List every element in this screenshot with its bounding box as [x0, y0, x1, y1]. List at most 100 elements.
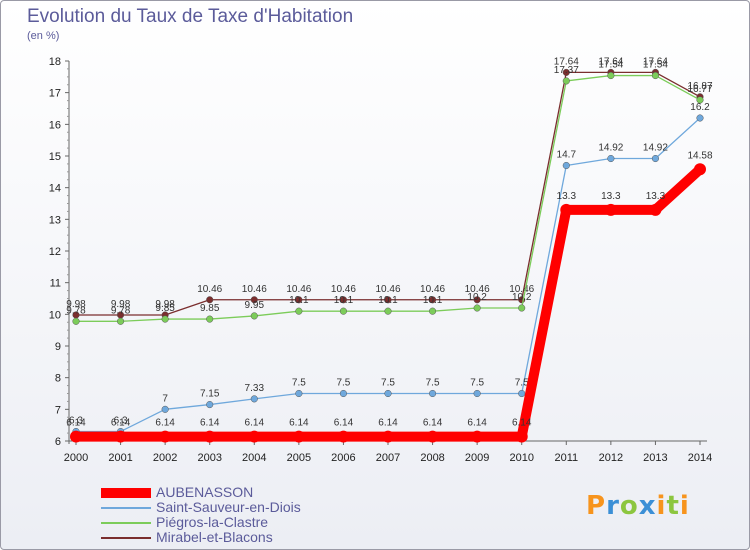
data-label: 9.98 — [66, 299, 86, 310]
x-tick-label: 2008 — [420, 452, 444, 464]
data-label: 9.95 — [245, 300, 265, 311]
data-label: 10.1 — [378, 295, 398, 306]
data-label: 7.5 — [515, 378, 529, 389]
data-label: 7.5 — [470, 378, 484, 389]
data-point — [607, 154, 615, 163]
data-point — [159, 430, 172, 443]
data-label: 10.46 — [331, 284, 356, 295]
data-label: 17.54 — [643, 60, 668, 71]
data-point — [429, 389, 437, 398]
y-tick-label: 13 — [49, 214, 61, 226]
data-point — [250, 296, 258, 304]
data-point — [651, 154, 659, 163]
data-label: 7.5 — [426, 378, 440, 389]
data-point — [250, 395, 258, 403]
data-label: 14.92 — [598, 143, 623, 154]
data-label: 14.92 — [643, 143, 668, 154]
data-label: 14.7 — [557, 150, 577, 161]
data-point — [607, 72, 615, 80]
data-point — [292, 430, 305, 443]
data-label: 6.3 — [114, 416, 128, 427]
data-point — [384, 389, 392, 398]
data-label: 9.98 — [111, 299, 131, 310]
y-tick-label: 15 — [49, 151, 61, 163]
data-label: 6.14 — [66, 418, 86, 429]
data-point — [295, 296, 303, 304]
legend-label: Piégros-la-Clastre — [156, 514, 269, 530]
data-label: 6.14 — [111, 418, 131, 429]
data-label: 17.64 — [643, 56, 668, 67]
data-point — [696, 96, 704, 104]
logo-letter: i — [679, 491, 690, 521]
y-tick-label: 7 — [55, 404, 61, 416]
data-label: 6.14 — [200, 418, 220, 429]
x-tick-label: 2009 — [465, 452, 489, 464]
data-label: 7.5 — [292, 378, 306, 389]
logo-letter: t — [666, 491, 680, 521]
data-label: 10.46 — [286, 284, 311, 295]
x-tick-label: 2004 — [242, 452, 266, 464]
y-tick-label: 10 — [49, 309, 61, 321]
data-label: 10.46 — [420, 284, 445, 295]
data-point — [560, 203, 573, 216]
data-point — [426, 430, 439, 443]
data-label: 10.1 — [289, 295, 309, 306]
data-point — [473, 304, 481, 312]
data-point — [562, 161, 570, 170]
data-label: 17.64 — [598, 56, 623, 67]
x-tick-label: 2005 — [287, 452, 311, 464]
logo-letter: i — [656, 491, 667, 521]
data-label: 13.3 — [601, 191, 621, 202]
data-point — [117, 317, 125, 325]
x-tick-label: 2012 — [599, 452, 623, 464]
legend-swatch — [101, 522, 151, 524]
data-point — [515, 430, 528, 443]
data-point — [161, 315, 169, 323]
data-label: 10.46 — [375, 284, 400, 295]
x-tick-label: 2013 — [643, 452, 667, 464]
data-point — [384, 296, 392, 304]
data-point — [649, 203, 662, 216]
y-tick-label: 16 — [49, 119, 61, 131]
data-label: 17.37 — [554, 65, 579, 76]
data-label: 7.5 — [336, 378, 350, 389]
data-point — [295, 307, 303, 315]
data-point — [562, 68, 570, 76]
y-tick-label: 17 — [49, 88, 61, 100]
data-label: 9.98 — [155, 299, 175, 310]
data-label: 6.14 — [334, 418, 354, 429]
legend-label: Saint-Sauveur-en-Diois — [156, 499, 301, 515]
data-point — [250, 312, 258, 320]
data-point — [694, 163, 706, 176]
data-label: 14.58 — [687, 150, 712, 161]
data-label: 7 — [162, 393, 168, 404]
data-label: 9.78 — [111, 305, 131, 316]
data-point — [339, 296, 347, 304]
data-point — [382, 430, 394, 443]
data-point — [518, 389, 526, 398]
data-point — [696, 114, 704, 122]
data-point — [562, 77, 570, 85]
y-tick-label: 8 — [55, 373, 61, 385]
data-point — [114, 430, 127, 443]
data-point — [337, 430, 350, 443]
data-label: 7.33 — [245, 383, 265, 394]
data-label: 10.46 — [509, 284, 534, 295]
data-label: 10.1 — [334, 295, 354, 306]
data-label: 9.78 — [66, 305, 86, 316]
data-label: 13.3 — [646, 191, 666, 202]
y-tick-label: 12 — [49, 246, 61, 258]
proxiti-logo: Proxiti — [586, 491, 690, 521]
x-tick-label: 2001 — [108, 452, 132, 464]
x-tick-label: 2003 — [197, 452, 221, 464]
data-label: 17.54 — [598, 60, 623, 71]
data-label: 6.14 — [289, 418, 309, 429]
y-tick-label: 6 — [55, 436, 61, 448]
data-label: 9.85 — [200, 303, 220, 314]
x-tick-label: 2000 — [64, 452, 88, 464]
data-point — [72, 317, 80, 325]
x-tick-label: 2002 — [153, 452, 177, 464]
legend-swatch — [101, 507, 151, 509]
data-label: 17.64 — [554, 56, 579, 67]
